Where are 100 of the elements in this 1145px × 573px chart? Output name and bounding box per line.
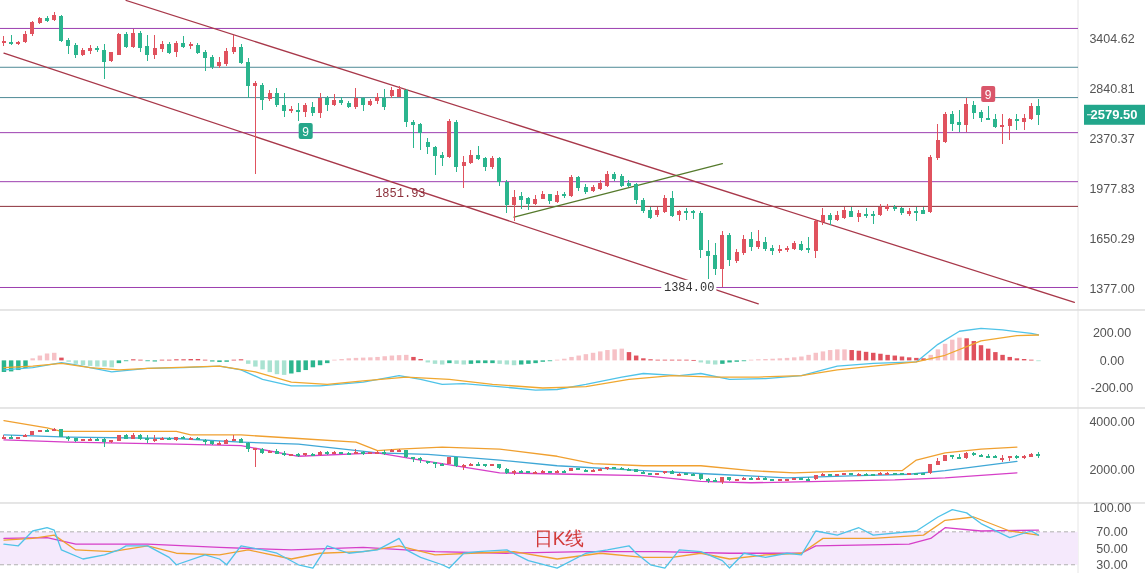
bar [497, 360, 502, 364]
candlestick [806, 476, 810, 481]
bar [325, 360, 330, 364]
bar [468, 360, 474, 364]
candlestick [232, 34, 236, 55]
candlestick [857, 209, 861, 223]
series-label: 9 [302, 124, 310, 139]
y-tick-label: 1650.29 [1089, 231, 1135, 246]
bar [73, 360, 79, 364]
y-tick-label: 0.00 [1099, 353, 1125, 368]
candlestick [857, 472, 861, 476]
bar [526, 360, 531, 364]
candlestick [864, 472, 868, 476]
bar [245, 360, 251, 364]
bar [317, 360, 323, 366]
bar [820, 351, 826, 361]
candlestick [260, 82, 264, 111]
bar [612, 349, 617, 361]
candlestick [979, 109, 983, 123]
candlestick [311, 101, 315, 117]
candlestick [512, 469, 516, 476]
candlestick [756, 229, 760, 250]
candlestick [2, 434, 6, 439]
candlestick [275, 448, 279, 455]
bar [878, 353, 883, 361]
candlestick [1015, 454, 1019, 460]
candlestick [1008, 117, 1012, 141]
candlestick [239, 43, 243, 65]
candlestick [203, 438, 207, 446]
candlestick [569, 174, 573, 198]
candlestick [742, 234, 746, 256]
bar [885, 354, 890, 361]
bar [705, 360, 711, 364]
y-tick-label: 2000.00 [1089, 462, 1135, 477]
candlestick [138, 30, 142, 53]
bar [504, 360, 510, 365]
bar [87, 360, 93, 366]
candlestick [1000, 113, 1004, 145]
candlestick [584, 468, 588, 472]
bar [253, 360, 258, 367]
candlestick [821, 207, 825, 226]
bar [576, 355, 581, 361]
candlestick [411, 119, 415, 149]
candlestick [785, 245, 789, 253]
candlestick [778, 244, 782, 254]
y-tick-label: 1977.83 [1089, 181, 1135, 196]
candlestick [1022, 454, 1026, 460]
y-tick-label: 50.00 [1096, 541, 1128, 556]
candlestick [964, 97, 968, 133]
bar [964, 338, 969, 361]
y-tick-label: 2840.81 [1089, 81, 1135, 96]
bar [835, 349, 840, 361]
y-tick-label: 2579.50 [1090, 107, 1138, 123]
bar [641, 358, 646, 361]
candlestick [584, 183, 588, 195]
bar [569, 356, 574, 361]
candlestick [634, 182, 638, 205]
candlestick [663, 194, 667, 214]
candlestick [749, 231, 753, 252]
bar [518, 360, 524, 365]
bar [727, 360, 732, 363]
y-tick-label: 100.00 [1092, 500, 1132, 515]
candlestick [462, 155, 466, 189]
candlestick [282, 92, 286, 118]
bar [260, 360, 265, 370]
candlestick [476, 461, 480, 466]
bar [296, 360, 301, 373]
y-tick-label: 200.00 [1092, 326, 1132, 341]
candlestick [253, 80, 257, 175]
bar [368, 357, 373, 361]
bar [842, 349, 847, 361]
candlestick [282, 450, 286, 457]
bar [267, 360, 272, 373]
line-series [3, 508, 1040, 569]
bar [475, 360, 481, 364]
bar [382, 356, 387, 361]
bar [116, 360, 122, 364]
candlestick [246, 57, 250, 99]
bar [454, 360, 459, 364]
bar [490, 360, 495, 364]
bar [533, 360, 538, 364]
y-tick-label: -200.00 [1090, 381, 1134, 396]
candlestick [275, 87, 279, 108]
bar [303, 360, 308, 371]
candlestick [390, 86, 394, 99]
candlestick [936, 123, 940, 161]
series-label: 9 [984, 87, 992, 102]
bar [109, 360, 114, 368]
candlestick [706, 239, 710, 280]
bar [1000, 354, 1005, 361]
candlestick [102, 43, 106, 80]
candlestick [9, 34, 13, 46]
candlestick [627, 179, 631, 188]
candlestick [476, 145, 480, 161]
candlestick [505, 179, 509, 214]
y-tick-label: 70.00 [1096, 525, 1128, 540]
annotation: 1384.00 [663, 280, 715, 295]
bar [605, 350, 610, 361]
candlestick [957, 109, 961, 133]
candlestick [950, 110, 954, 132]
